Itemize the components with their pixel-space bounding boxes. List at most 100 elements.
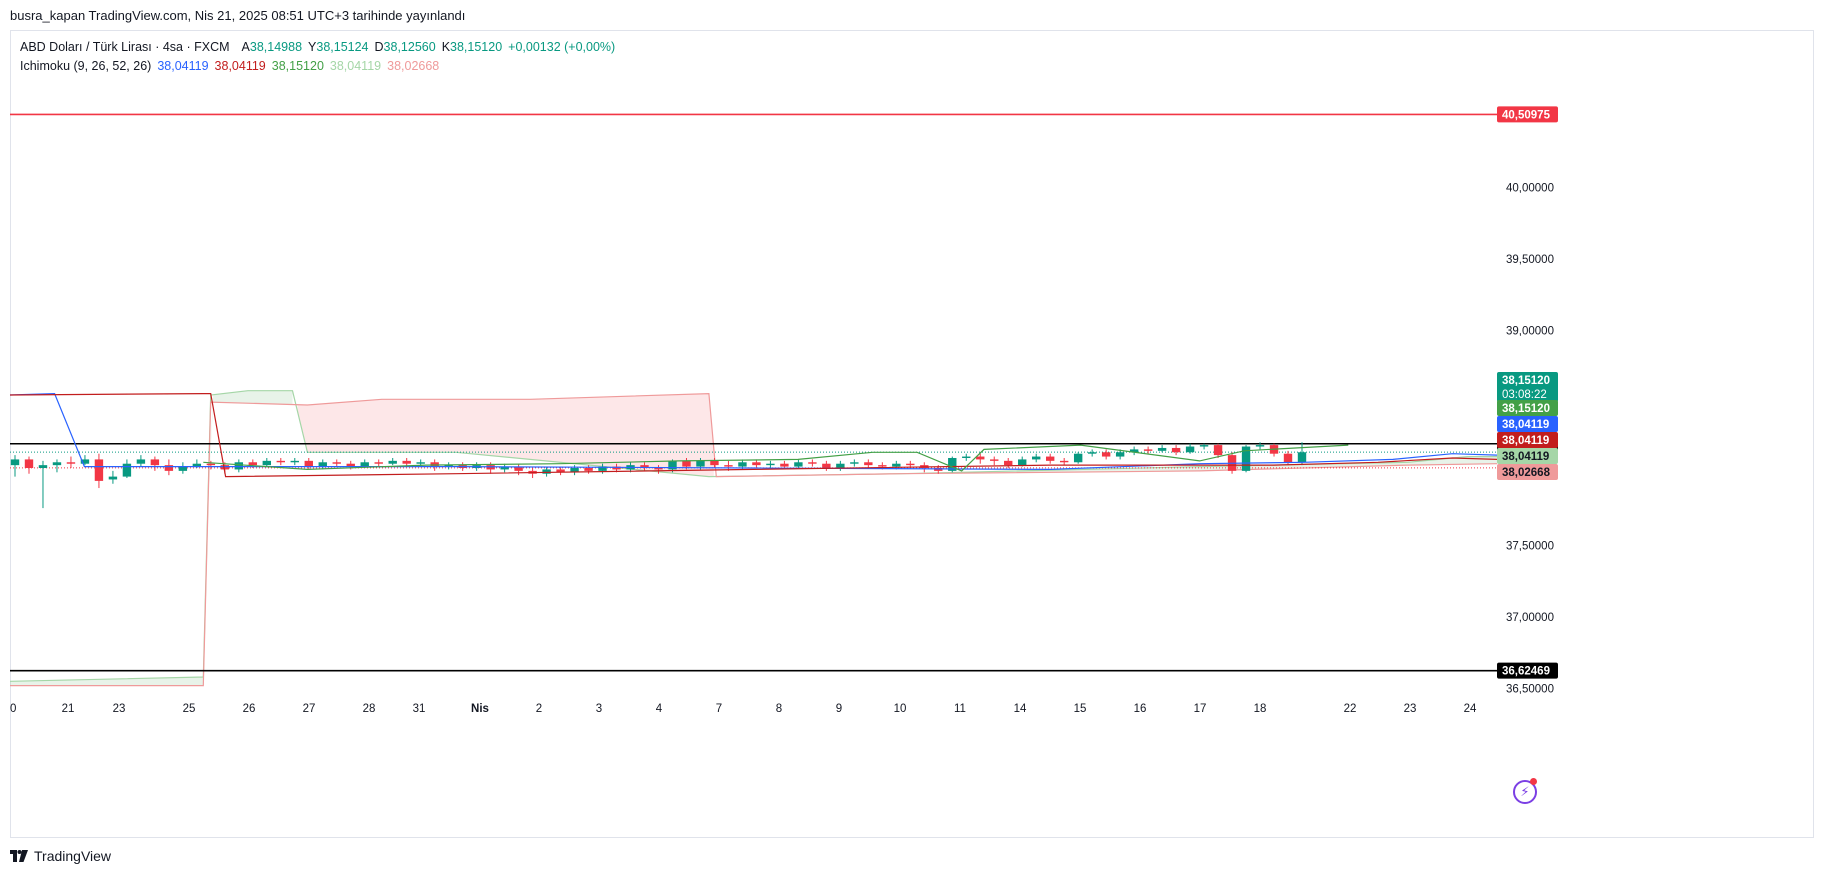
- y-axis-tick-label: 40,00000: [1506, 182, 1554, 194]
- candle-body: [108, 476, 118, 480]
- chart-legend: ABD Doları / Türk Lirası · 4sa · FXCM A3…: [20, 38, 615, 76]
- candle-body: [52, 462, 62, 466]
- candle-body: [1185, 446, 1195, 453]
- candle-body: [80, 459, 90, 464]
- candle-body: [248, 462, 258, 466]
- candle-body: [514, 466, 523, 471]
- price-label-box: [1497, 400, 1558, 416]
- lead-span-b-line: [10, 392, 1498, 687]
- candle-body: [542, 469, 551, 474]
- level-label-red-box: [1497, 106, 1558, 123]
- candle-body: [24, 459, 34, 469]
- candle-body: [136, 459, 146, 464]
- candle-body: [10, 459, 20, 466]
- level-label-red: 40,50975: [1502, 109, 1551, 121]
- candle-body: [276, 460, 285, 463]
- candle-body: [1129, 449, 1139, 453]
- candle-body: [416, 462, 425, 464]
- candle-body: [864, 462, 873, 466]
- lead-span-a-line: [9, 390, 1497, 682]
- candle-body: [1073, 453, 1083, 463]
- candle-body: [122, 463, 132, 477]
- candle-body: [234, 462, 244, 470]
- price-label: 38,04119: [1502, 435, 1549, 447]
- candle-body: [94, 459, 104, 481]
- candle-body: [766, 463, 775, 466]
- price-label: 38,04119: [1502, 451, 1549, 463]
- tradingview-logo: TradingView: [10, 848, 111, 864]
- publisher-caption: busra_kapan TradingView.com, Nis 21, 202…: [10, 8, 466, 23]
- candle-body: [206, 463, 216, 466]
- candle-body: [1171, 447, 1181, 453]
- candle-body: [346, 463, 355, 467]
- candle-body: [1241, 446, 1251, 471]
- y-axis-tick-label: 39,50000: [1506, 254, 1554, 266]
- candle-body: [1213, 445, 1223, 456]
- candle-body: [724, 465, 733, 467]
- candle-body: [178, 466, 188, 471]
- candle-body: [374, 462, 383, 464]
- ichimoku-cloud-segment: [10, 390, 293, 686]
- candle-body: [360, 462, 369, 467]
- lagging-span-line: [203, 444, 1349, 472]
- indicator-name[interactable]: Ichimoku (9, 26, 52, 26): [20, 59, 152, 73]
- candle-body: [332, 462, 341, 464]
- candle-body: [1045, 456, 1055, 461]
- x-axis-tick-label: 7: [716, 703, 722, 715]
- candle-body: [822, 463, 831, 469]
- candle-body: [682, 460, 691, 467]
- candle-body: [1115, 452, 1125, 457]
- candle-body: [444, 465, 453, 467]
- chart-frame[interactable]: [10, 30, 1814, 838]
- candle-body: [710, 460, 719, 466]
- candle-body: [696, 460, 705, 467]
- indicator-leadA-value: 38,04119: [329, 59, 382, 73]
- y-axis-tick-label: 37,00000: [1506, 612, 1554, 624]
- candle-body: [962, 456, 971, 458]
- x-axis-tick-label: 15: [1074, 703, 1087, 715]
- candle-body: [878, 465, 887, 467]
- indicator-leadB-value: 38,02668: [387, 59, 440, 73]
- candle-body: [794, 462, 803, 467]
- indicator-row: Ichimoku (9, 26, 52, 26) 38,04119 38,041…: [20, 57, 615, 76]
- tradingview-logo-icon: [10, 850, 28, 862]
- x-axis-tick-label: Nis: [471, 703, 489, 715]
- candle-countdown: 03:08:22: [1502, 389, 1547, 401]
- ohlc-high: Y38,15124: [308, 40, 369, 54]
- symbol-title[interactable]: ABD Doları / Türk Lirası · 4sa · FXCM: [20, 40, 230, 54]
- candle-body: [220, 465, 230, 470]
- candle-body: [990, 459, 999, 461]
- indicator-lagging-value: 38,15120: [271, 59, 324, 73]
- x-axis-tick-label: 2: [536, 703, 542, 715]
- candle-body: [192, 463, 202, 467]
- y-axis-tick-label: 37,50000: [1506, 540, 1554, 552]
- price-label: 38,02668: [1502, 467, 1551, 479]
- candle-body: [556, 469, 565, 473]
- candle-body: [892, 463, 901, 467]
- x-axis-tick-label: 16: [1134, 703, 1147, 715]
- candle-body: [808, 462, 817, 464]
- candle-body: [598, 466, 607, 471]
- candle-body: [318, 462, 327, 467]
- candle-body: [836, 463, 845, 469]
- conversion-line: [9, 392, 1498, 471]
- x-axis-tick-label: 21: [62, 703, 75, 715]
- ohlc-low: D38,12560: [374, 40, 436, 54]
- lightning-icon[interactable]: ⚡: [1513, 780, 1537, 804]
- candle-body: [164, 465, 174, 471]
- candle-body: [1059, 460, 1069, 463]
- candle-body: [1143, 449, 1153, 451]
- x-axis-tick-label: 24: [1464, 703, 1477, 715]
- x-axis-tick-label: 31: [413, 703, 426, 715]
- price-label-box: [1497, 372, 1558, 402]
- ohlc-open: A38,14988: [241, 40, 303, 54]
- y-axis-tick-label: 36,50000: [1506, 684, 1554, 696]
- x-axis-tick-label: 10: [894, 703, 907, 715]
- price-label-box: [1497, 464, 1558, 480]
- candle-body: [1283, 453, 1293, 463]
- candle-body: [668, 460, 677, 470]
- candle-body: [388, 460, 397, 464]
- candle-body: [500, 466, 509, 470]
- x-axis-tick-label: 0: [10, 703, 16, 715]
